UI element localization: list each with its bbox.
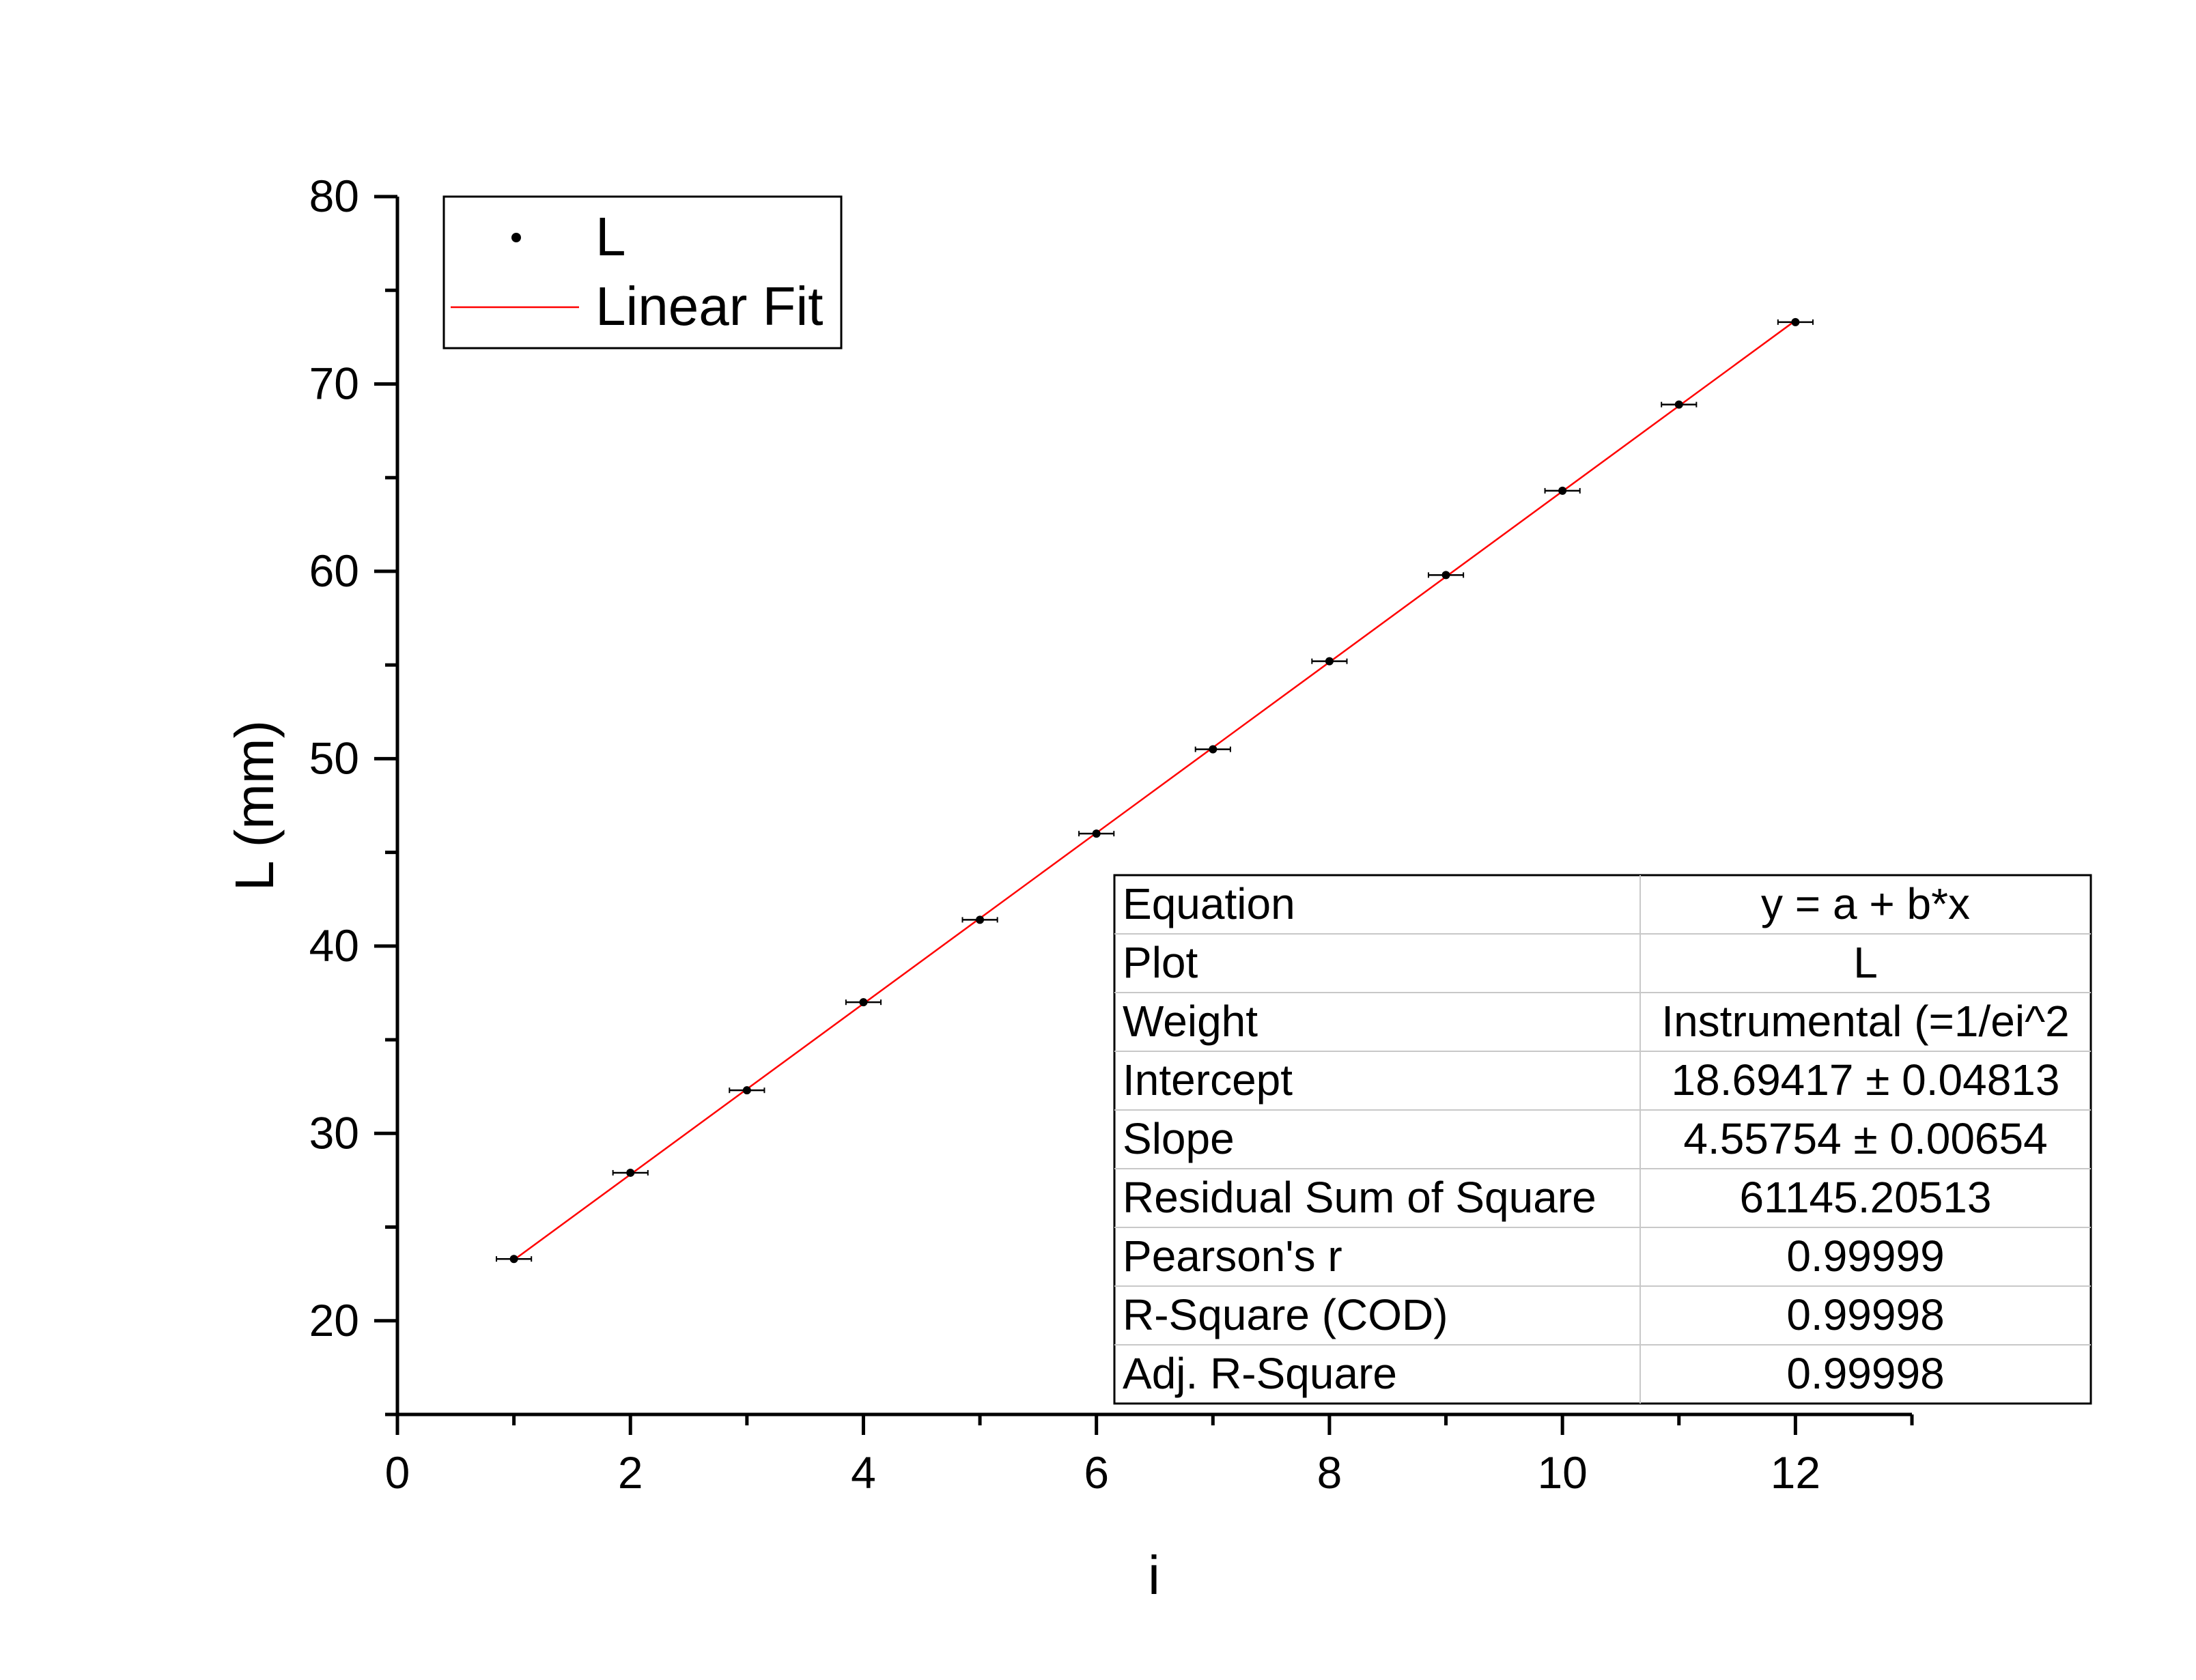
axes: 0 2 4 6 8 10 12 20 30 40 50 60 70 80 — [309, 171, 1914, 1498]
y-tick-label: 80 — [309, 171, 359, 221]
data-point — [1311, 657, 1348, 666]
point-marker — [1441, 571, 1450, 580]
y-tick-label: 50 — [309, 732, 359, 783]
point-marker — [742, 1086, 751, 1095]
point-marker — [859, 998, 868, 1007]
point-marker — [1325, 657, 1334, 666]
fit-line — [513, 319, 1797, 1261]
data-point — [729, 1086, 765, 1095]
legend-box — [442, 195, 843, 350]
x-tick-label: 12 — [1771, 1447, 1820, 1498]
point-marker — [976, 915, 985, 924]
data-point — [496, 1255, 533, 1264]
data-point — [612, 1168, 649, 1177]
data-point — [961, 915, 998, 924]
table-cell-label: Plot — [1123, 938, 1198, 987]
table-cell-value: 0.99998 — [1786, 1349, 1944, 1398]
table-cell-label: Intercept — [1123, 1055, 1293, 1105]
x-axis-title: i — [1148, 1545, 1160, 1606]
legend-marker-l — [511, 233, 521, 242]
table-cell-value: 0.99999 — [1786, 1231, 1944, 1281]
data-point — [1194, 745, 1231, 754]
legend-label-fit: Linear Fit — [595, 276, 823, 337]
table-cell-value: 4.55754 ± 0.00654 — [1683, 1114, 2047, 1163]
table-cell-value: 0.99998 — [1786, 1290, 1944, 1339]
data-point — [1544, 486, 1581, 495]
y-tick-label: 60 — [309, 545, 359, 596]
y-tick-label: 40 — [309, 920, 359, 971]
l-series — [496, 317, 1814, 1264]
data-point — [1777, 317, 1814, 326]
table-cell-label: Equation — [1123, 879, 1295, 928]
point-marker — [1791, 317, 1800, 326]
table-border — [1113, 874, 2092, 1405]
legend-label-l: L — [595, 206, 626, 267]
fit-results-table: Equation y = a + b*x Plot L Weight Instrument… — [1113, 874, 2092, 1405]
x-tick-label: 2 — [618, 1447, 643, 1498]
x-tick-label: 10 — [1537, 1447, 1587, 1498]
y-tick-label: 70 — [309, 358, 359, 408]
table-cell-value: y = a + b*x — [1761, 879, 1970, 928]
table-cell-value: 18.69417 ± 0.04813 — [1672, 1055, 2060, 1105]
x-tick-label: 4 — [851, 1447, 876, 1498]
table-cell-value: Instrumental (=1/ei^2 — [1661, 997, 2069, 1046]
table-cell-label: Pearson's r — [1123, 1231, 1342, 1281]
x-tick-label: 6 — [1084, 1447, 1109, 1498]
data-point — [1078, 829, 1115, 838]
point-marker — [1092, 829, 1101, 838]
data-point — [1661, 400, 1698, 409]
point-marker — [509, 1255, 518, 1264]
table-cell-label: R-Square (COD) — [1123, 1290, 1448, 1339]
table-cell-label: Slope — [1123, 1114, 1235, 1163]
table-cell-label: Residual Sum of Square — [1123, 1173, 1596, 1222]
x-tick-label: 0 — [385, 1447, 410, 1498]
linear-fit-series — [513, 319, 1797, 1261]
table-cell-value: 61145.20513 — [1740, 1173, 1992, 1222]
data-point — [845, 998, 882, 1007]
point-marker — [1674, 400, 1683, 409]
table-cell-label: Adj. R-Square — [1123, 1349, 1397, 1398]
x-tick-label: 8 — [1317, 1447, 1342, 1498]
table-cell-value: L — [1853, 938, 1878, 987]
legend: L Linear Fit — [442, 195, 843, 350]
table-cell-label: Weight — [1123, 997, 1258, 1046]
point-marker — [1209, 745, 1217, 754]
point-marker — [1558, 486, 1567, 495]
point-marker — [626, 1168, 635, 1177]
y-tick-label: 20 — [309, 1295, 359, 1346]
y-axis-title: L (mm) — [224, 720, 285, 891]
y-tick-label: 30 — [309, 1107, 359, 1158]
data-point — [1427, 571, 1465, 580]
